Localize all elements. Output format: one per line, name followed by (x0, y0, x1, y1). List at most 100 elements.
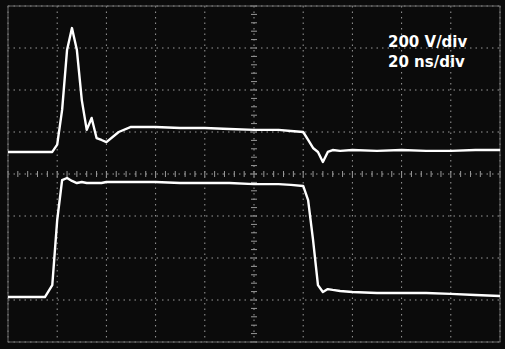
minor-tick (251, 39, 257, 40)
minor-tick (251, 140, 257, 141)
minor-tick (470, 171, 471, 177)
minor-tick (372, 171, 373, 177)
minor-tick (214, 171, 215, 177)
minor-tick (251, 64, 257, 65)
grid-line-x (106, 6, 107, 342)
minor-tick (251, 174, 257, 175)
minor-tick (251, 241, 257, 242)
minor-tick (381, 171, 382, 177)
minor-tick (224, 171, 225, 177)
grid-line-y (8, 132, 500, 133)
minor-tick (251, 123, 257, 124)
minor-tick (421, 171, 422, 177)
minor-tick (251, 308, 257, 309)
minor-tick (251, 232, 257, 233)
minor-tick (401, 171, 402, 177)
grid (8, 6, 500, 342)
minor-tick (251, 333, 257, 334)
grid-line-x (155, 6, 156, 342)
annotation: 200 V/div (388, 33, 467, 51)
minor-tick (352, 171, 353, 177)
grid-line-x (57, 6, 58, 342)
minor-tick (251, 283, 257, 284)
minor-tick (251, 207, 257, 208)
minor-tick (67, 171, 68, 177)
minor-tick (342, 171, 343, 177)
grid-line-y (8, 216, 500, 217)
minor-tick (251, 258, 257, 259)
minor-tick (322, 171, 323, 177)
grid-line-y (8, 174, 500, 175)
minor-tick (450, 171, 451, 177)
grid-line-x (303, 6, 304, 342)
minor-tick (263, 171, 264, 177)
minor-tick (116, 171, 117, 177)
minor-tick (251, 249, 257, 250)
minor-tick (251, 73, 257, 74)
minor-tick (391, 171, 392, 177)
minor-tick (431, 171, 432, 177)
minor-tick (47, 171, 48, 177)
minor-tick (251, 316, 257, 317)
minor-tick (251, 132, 257, 133)
minor-tick (251, 31, 257, 32)
grid-line-y (8, 300, 500, 301)
minor-tick (251, 182, 257, 183)
minor-tick (313, 171, 314, 177)
minor-tick (251, 48, 257, 49)
minor-tick (251, 157, 257, 158)
minor-tick (440, 171, 441, 177)
minor-tick (251, 14, 257, 15)
oscilloscope-chart: 200 V/div 20 ns/div (0, 0, 505, 349)
minor-tick (251, 148, 257, 149)
minor-tick (126, 171, 127, 177)
annotation: 20 ns/div (388, 53, 465, 71)
minor-tick (106, 171, 107, 177)
minor-tick (251, 224, 257, 225)
minor-tick (251, 266, 257, 267)
minor-tick (303, 171, 304, 177)
minor-tick (411, 171, 412, 177)
minor-tick (251, 81, 257, 82)
minor-tick (251, 190, 257, 191)
minor-tick (460, 171, 461, 177)
grid-line-x (204, 6, 205, 342)
minor-tick (273, 171, 274, 177)
trace (8, 28, 500, 162)
minor-tick (251, 199, 257, 200)
minor-tick (251, 106, 257, 107)
minor-tick (251, 165, 257, 166)
minor-tick (251, 22, 257, 23)
minor-tick (251, 56, 257, 57)
minor-tick (96, 171, 97, 177)
minor-tick (27, 171, 28, 177)
trace (8, 178, 500, 297)
minor-tick (251, 274, 257, 275)
minor-tick (251, 98, 257, 99)
minor-tick (362, 171, 363, 177)
traces (8, 28, 500, 297)
minor-tick (204, 171, 205, 177)
minor-tick (251, 115, 257, 116)
background (0, 0, 505, 349)
minor-tick (76, 171, 77, 177)
minor-tick (185, 171, 186, 177)
minor-tick (135, 171, 136, 177)
minor-tick (194, 171, 195, 177)
minor-tick (480, 171, 481, 177)
grid-line-y (8, 258, 500, 259)
minor-tick (251, 291, 257, 292)
minor-tick (17, 171, 18, 177)
minor-tick (251, 300, 257, 301)
minor-tick (165, 171, 166, 177)
minor-tick (293, 171, 294, 177)
minor-tick (175, 171, 176, 177)
annotations: 200 V/div 20 ns/div (388, 33, 467, 71)
minor-tick (86, 171, 87, 177)
minor-tick (251, 90, 257, 91)
minor-tick (57, 171, 58, 177)
minor-tick (37, 171, 38, 177)
minor-tick (251, 216, 257, 217)
minor-tick (244, 171, 245, 177)
minor-tick (283, 171, 284, 177)
